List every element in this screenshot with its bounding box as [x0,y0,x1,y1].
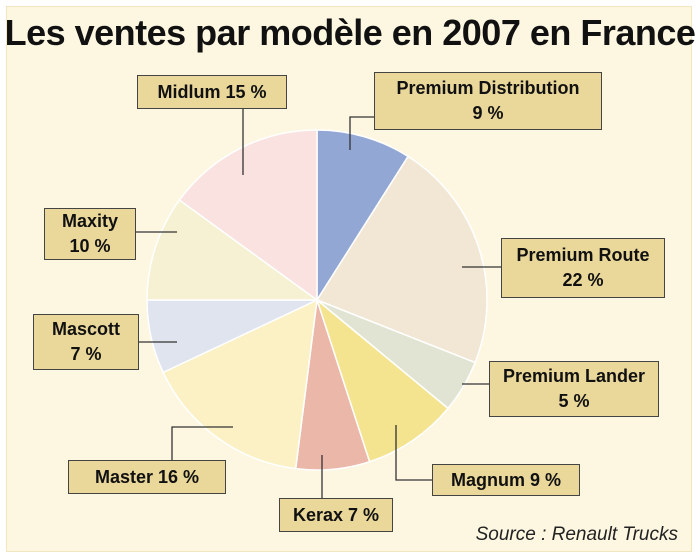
leader-line [349,116,374,150]
slice-label-maxity: Maxity 10 % [44,208,136,260]
pie-slice-midlum [178,129,318,302]
pie-slice-maxity [146,199,320,301]
slice-label-name: Premium Route [516,245,650,265]
slice-label-value: 16 % [158,466,200,487]
slice-label-name: Premium Distribution [396,78,580,98]
slice-label-value: 7 % [70,344,102,364]
slice-label-name: Kerax [292,504,343,525]
slice-label-name: Master [94,466,153,487]
chart-source: Source : Renault Trucks [475,524,678,545]
slice-label-premium-distribution: Premium Distribution 9 % [374,72,602,130]
chart-title: Les ventes par modèle en 2007 en France [4,12,696,53]
pie-slice-magnum [315,297,450,463]
slice-label-kerax: Kerax 7 % [279,498,393,532]
slice-label-value: 9 % [529,469,562,490]
slice-label-value: 15 % [225,81,267,102]
slice-label-midlum: Midlum 15 % [137,75,287,109]
slice-label-value: 7 % [348,504,380,525]
slice-label-value: 9 % [472,103,504,123]
slice-label-mascott: Mascott 7 % [33,314,139,370]
slice-label-name: Premium Lander [502,366,646,386]
slice-label-name: Mascott [51,319,120,339]
slice-label-value: 10 % [69,236,111,256]
slice-label-name: Magnum [450,469,525,490]
pie-slice-premium-distribution [316,129,410,303]
leader-line [171,426,233,460]
slice-label-name: Maxity [61,211,119,231]
slice-label-value: 5 % [558,391,590,411]
slice-label-premium-lander: Premium Lander 5 % [489,361,659,417]
slice-label-value: 22 % [562,270,604,290]
pie-slice-master [162,298,318,470]
pie-slice-premium-route [315,155,488,364]
slice-label-magnum: Magnum 9 % [432,464,580,496]
slice-label-name: Midlum [157,81,221,102]
slice-label-premium-route: Premium Route 22 % [501,238,665,298]
slice-label-master: Master 16 % [68,460,226,494]
leader-line [395,425,432,481]
